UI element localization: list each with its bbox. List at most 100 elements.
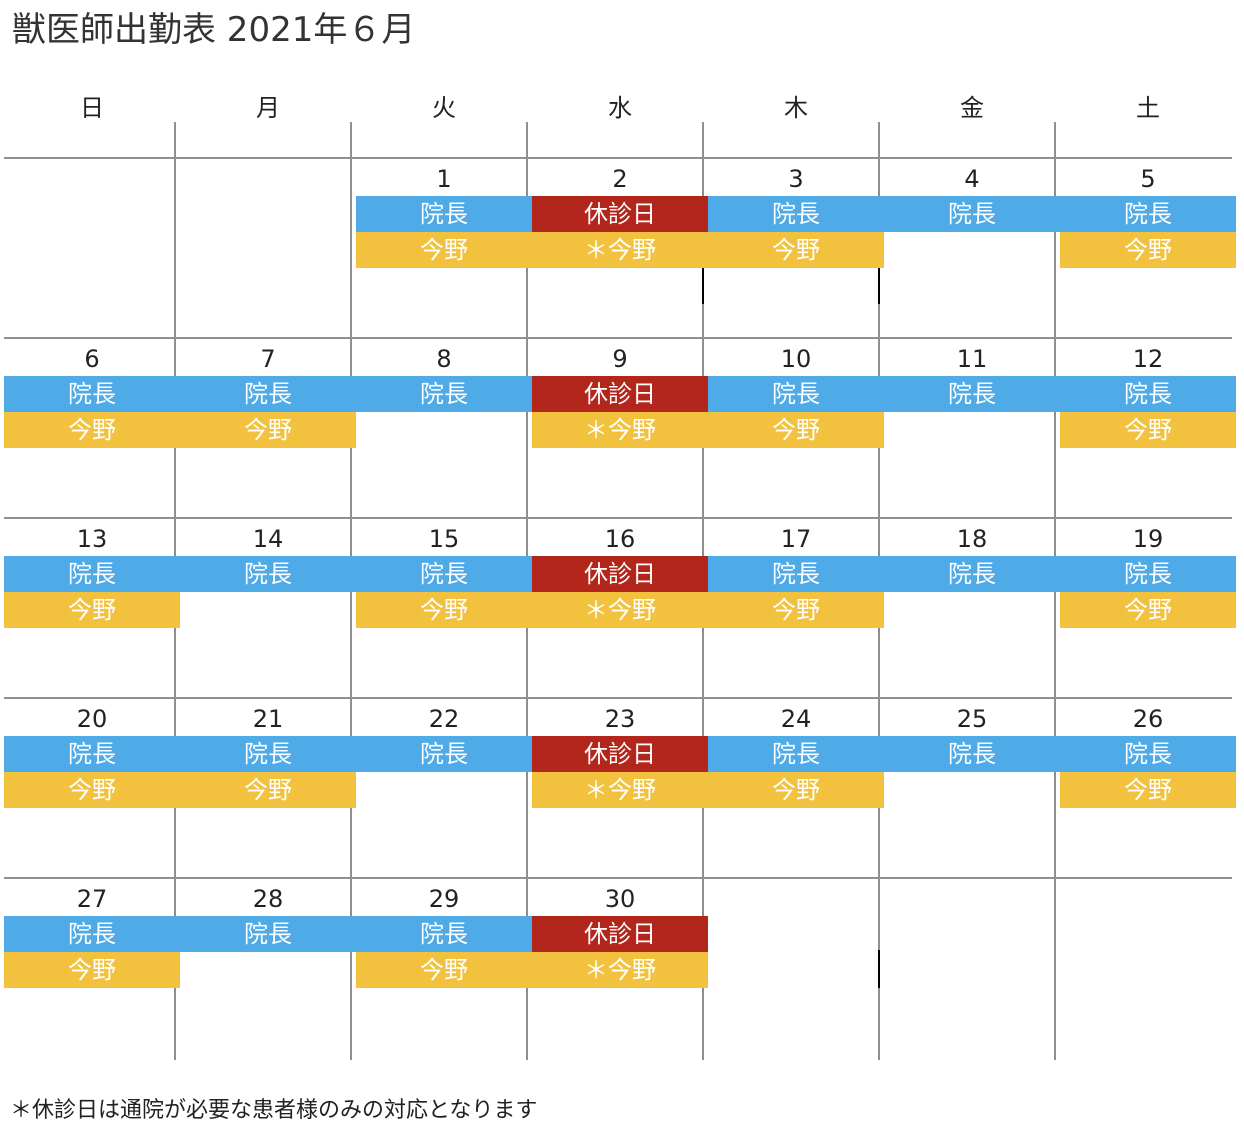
calendar-day-cell: 13 院長 今野: [4, 519, 180, 699]
day-number: 27: [76, 885, 108, 913]
day-number: 23: [604, 705, 636, 733]
day-number: 9: [612, 345, 628, 373]
calendar-day-cell: 12 院長 今野: [1060, 339, 1236, 519]
calendar-day-cell: 10 院長 今野: [708, 339, 884, 519]
director-shift-bar: 院長: [356, 556, 532, 592]
konno-shift-bar: 今野: [180, 772, 356, 808]
konno-shift-bar: ＊今野: [532, 412, 708, 448]
director-shift-bar: 院長: [4, 736, 180, 772]
calendar-day-cell: 22 院長: [356, 699, 532, 879]
director-shift-bar: 院長: [708, 376, 884, 412]
director-shift-bar: 院長: [1060, 196, 1236, 232]
konno-shift-bar: 今野: [356, 592, 532, 628]
calendar-day-cell: 6 院長 今野: [4, 339, 180, 519]
director-shift-bar: 院長: [356, 196, 532, 232]
day-number: 17: [780, 525, 812, 553]
day-number: 1: [436, 165, 452, 193]
calendar-day-cell: 5 院長 今野: [1060, 159, 1236, 339]
calendar-day-cell: 20 院長 今野: [4, 699, 180, 879]
day-number: 14: [252, 525, 284, 553]
grid-divider: [702, 266, 704, 304]
day-number: 12: [1132, 345, 1164, 373]
konno-shift-bar: 今野: [356, 952, 532, 988]
calendar-day-cell: 4 院長: [884, 159, 1060, 339]
calendar-day-cell: 26 院長 今野: [1060, 699, 1236, 879]
calendar-day-cell: 9 休診日 ＊今野: [532, 339, 708, 519]
calendar-day-cell: 17 院長 今野: [708, 519, 884, 699]
director-shift-bar: 院長: [708, 736, 884, 772]
grid-divider: [4, 337, 1232, 339]
weekday-wednesday: 水: [608, 94, 632, 122]
closed-day-bar: 休診日: [532, 556, 708, 592]
director-shift-bar: 院長: [4, 916, 180, 952]
konno-shift-bar: 今野: [4, 772, 180, 808]
calendar-day-cell: 18 院長: [884, 519, 1060, 699]
director-shift-bar: 院長: [884, 736, 1060, 772]
day-number: 10: [780, 345, 812, 373]
director-shift-bar: 院長: [884, 376, 1060, 412]
director-shift-bar: 院長: [4, 376, 180, 412]
weekday-sunday: 日: [80, 94, 104, 122]
day-number: 24: [780, 705, 812, 733]
closed-day-bar: 休診日: [532, 736, 708, 772]
konno-shift-bar: 今野: [1060, 592, 1236, 628]
grid-divider: [4, 877, 1232, 879]
director-shift-bar: 院長: [180, 916, 356, 952]
konno-shift-bar: 今野: [708, 412, 884, 448]
page-title: 獣医師出勤表 2021年６月: [12, 10, 416, 50]
director-shift-bar: 院長: [356, 376, 532, 412]
calendar-day-cell: 27 院長 今野: [4, 879, 180, 1059]
director-shift-bar: 院長: [180, 736, 356, 772]
calendar-day-cell: 21 院長 今野: [180, 699, 356, 879]
director-shift-bar: 院長: [884, 556, 1060, 592]
calendar-day-cell: 11 院長: [884, 339, 1060, 519]
grid-divider: [4, 697, 1232, 699]
day-number: 22: [428, 705, 460, 733]
director-shift-bar: 院長: [1060, 736, 1236, 772]
closed-day-bar: 休診日: [532, 376, 708, 412]
calendar-day-cell: 29 院長 今野: [356, 879, 532, 1059]
konno-shift-bar: ＊今野: [532, 592, 708, 628]
grid-divider: [878, 266, 880, 304]
konno-shift-bar: 今野: [1060, 412, 1236, 448]
calendar-day-cell: 16 休診日 ＊今野: [532, 519, 708, 699]
director-shift-bar: 院長: [356, 916, 532, 952]
director-shift-bar: 院長: [884, 196, 1060, 232]
day-number: 4: [964, 165, 980, 193]
calendar-day-cell: 14 院長: [180, 519, 356, 699]
day-number: 30: [604, 885, 636, 913]
weekday-thursday: 木: [784, 94, 808, 122]
day-number: 18: [956, 525, 988, 553]
director-shift-bar: 院長: [4, 556, 180, 592]
closed-day-bar: 休診日: [532, 916, 708, 952]
director-shift-bar: 院長: [1060, 556, 1236, 592]
day-number: 3: [788, 165, 804, 193]
director-shift-bar: 院長: [708, 556, 884, 592]
day-number: 11: [956, 345, 988, 373]
weekday-saturday: 土: [1136, 94, 1160, 122]
director-shift-bar: 院長: [180, 376, 356, 412]
day-number: 8: [436, 345, 452, 373]
director-shift-bar: 院長: [356, 736, 532, 772]
day-number: 29: [428, 885, 460, 913]
calendar-day-cell: 30 休診日 ＊今野: [532, 879, 708, 1059]
konno-shift-bar: 今野: [4, 952, 180, 988]
day-number: 15: [428, 525, 460, 553]
director-shift-bar: 院長: [708, 196, 884, 232]
konno-shift-bar: 今野: [1060, 232, 1236, 268]
calendar-day-cell: 28 院長: [180, 879, 356, 1059]
calendar-day-cell: 23 休診日 ＊今野: [532, 699, 708, 879]
closed-day-bar: 休診日: [532, 196, 708, 232]
director-shift-bar: 院長: [180, 556, 356, 592]
calendar-day-cell: 1 院長 今野: [356, 159, 532, 339]
konno-shift-bar: 今野: [708, 772, 884, 808]
director-shift-bar: 院長: [1060, 376, 1236, 412]
calendar-day-cell: 15 院長 今野: [356, 519, 532, 699]
konno-shift-bar: ＊今野: [532, 772, 708, 808]
day-number: 28: [252, 885, 284, 913]
day-number: 21: [252, 705, 284, 733]
konno-shift-bar: ＊今野: [532, 232, 708, 268]
konno-shift-bar: 今野: [4, 592, 180, 628]
calendar-day-cell: 24 院長 今野: [708, 699, 884, 879]
calendar-day-cell: 7 院長 今野: [180, 339, 356, 519]
